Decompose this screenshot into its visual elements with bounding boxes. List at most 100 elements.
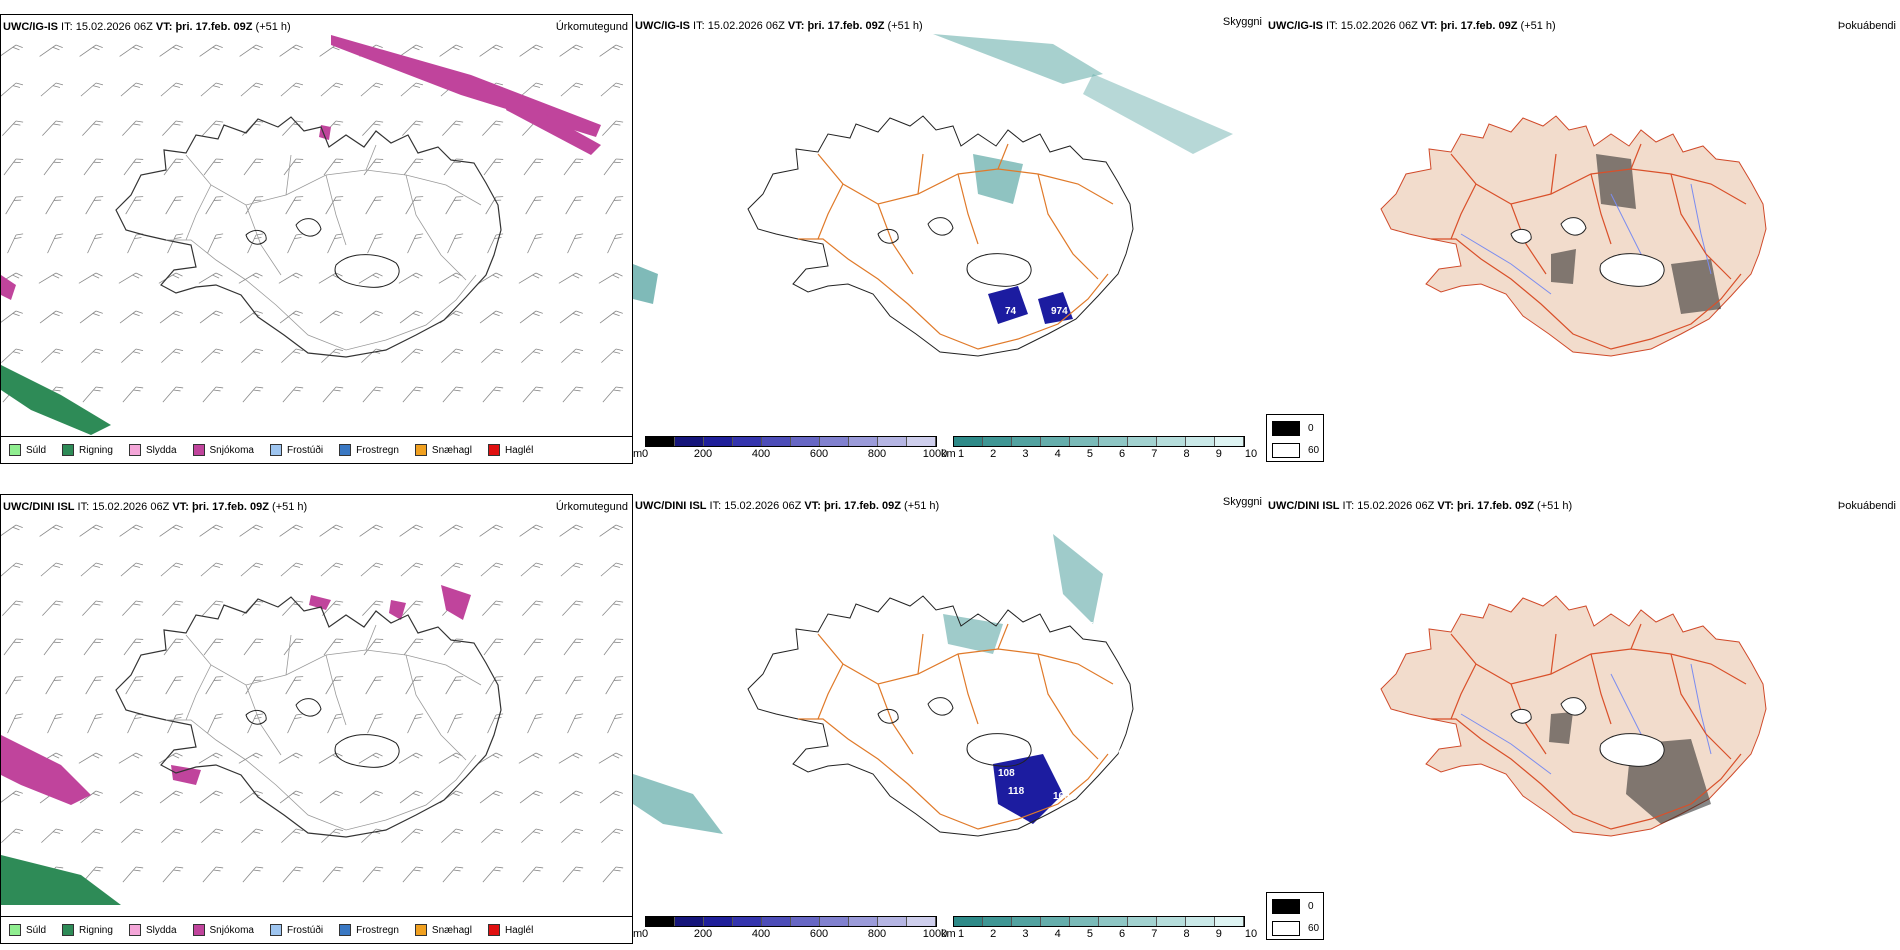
panel-title: UWC/DINI ISL IT: 15.02.2026 06Z VT: þri.… <box>3 501 308 513</box>
wind-barb <box>207 713 224 734</box>
fog-area <box>1549 712 1573 744</box>
colorbar-tick: 4 <box>1054 928 1061 940</box>
road-line <box>325 174 347 246</box>
glacier-outline <box>334 734 400 768</box>
legend-label: Snæhagl <box>431 444 472 456</box>
wind-barb <box>322 600 344 616</box>
wind-barb <box>3 638 24 656</box>
precip-map-2 <box>1 524 624 905</box>
wind-barb <box>483 158 504 176</box>
wind-barb <box>238 272 263 284</box>
wind-barb <box>282 386 304 403</box>
ceiling-label: 169 <box>1053 791 1070 802</box>
product-name: Úrkomutegund <box>555 21 628 33</box>
road-line <box>365 144 377 171</box>
wind-barb <box>281 348 304 363</box>
wind-barb <box>2 120 24 136</box>
visibility-colorbar: km 1 2 3 4 5 6 7 8 9 10 <box>941 916 1257 944</box>
ceiling-label: 815 <box>1088 166 1105 177</box>
fog-key-label: 0 <box>1308 423 1314 434</box>
fog-key-row: 60 <box>1272 443 1319 458</box>
wind-barb <box>358 272 383 284</box>
wind-barb <box>200 82 224 97</box>
colorbar-tick: 10 <box>1244 448 1258 460</box>
wind-barb <box>167 233 184 254</box>
precip-type-panel-2: UWC/DINI ISL IT: 15.02.2026 06Z VT: þri.… <box>0 494 633 944</box>
wind-barb <box>445 196 464 215</box>
road-lines <box>798 623 1114 830</box>
colorbar-cell <box>1099 917 1128 926</box>
wind-barb <box>45 196 64 215</box>
wind-barb <box>442 866 464 883</box>
wind-barb <box>278 752 303 764</box>
colorbar-tick: 7 <box>1151 448 1158 460</box>
glacier-outline <box>1510 228 1532 244</box>
wind-barb <box>602 600 624 616</box>
wind-barb <box>279 310 303 324</box>
wind-barb <box>7 713 24 734</box>
product-name: Skyggni <box>1222 496 1262 508</box>
legend-swatch <box>192 924 205 936</box>
wind-barb <box>239 44 263 57</box>
legend-item: Haglél <box>487 924 533 936</box>
wind-barb <box>47 713 64 734</box>
precip-type-panel-1: UWC/IG-IS IT: 15.02.2026 06Z VT: þri. 17… <box>0 14 633 464</box>
wind-barb <box>243 158 264 176</box>
wind-barb <box>559 310 583 324</box>
glacier-outline <box>295 698 322 717</box>
wind-barb <box>602 866 624 883</box>
colorbar-tick: 1 <box>957 448 965 460</box>
road-lines <box>166 624 482 831</box>
colorbar-tick: 800 <box>867 928 887 940</box>
wind-barb <box>485 676 504 695</box>
legend-item: Snjókoma <box>192 444 254 456</box>
fog-area <box>1551 249 1576 284</box>
colorbar-cell <box>878 917 907 926</box>
colorbar-tick: 6 <box>1119 448 1126 460</box>
road-line <box>877 203 914 275</box>
colorbar-tick: 5 <box>1086 448 1093 460</box>
wind-barb <box>405 196 424 215</box>
colorbar-unit: m <box>633 448 643 460</box>
fog-key-1: 0 60 <box>1266 414 1324 462</box>
snow-area <box>331 35 601 137</box>
wind-barb <box>479 310 503 324</box>
wind-barb <box>202 120 224 136</box>
wind-barb <box>42 600 64 616</box>
legend-label: Snjókoma <box>209 444 254 456</box>
wind-barb <box>242 600 264 616</box>
wind-barb <box>399 44 423 57</box>
wind-barb <box>287 233 304 254</box>
wind-barb <box>442 386 464 403</box>
legend-item: Frostregn <box>339 924 399 936</box>
visibility-colorbar: km 1 2 3 4 5 6 7 8 9 10 <box>941 436 1257 464</box>
wind-barb <box>83 638 104 656</box>
wind-barb <box>518 272 543 284</box>
wind-barb <box>202 386 224 403</box>
colorbar-cells <box>645 916 937 927</box>
wind-barb <box>519 524 543 537</box>
wind-barb <box>202 866 224 883</box>
legend-item: Súld <box>9 444 46 456</box>
wind-barb <box>242 120 264 136</box>
wind-barb <box>480 562 504 577</box>
colorbar-cell <box>878 437 907 446</box>
colorbar-tick: 8 <box>1183 448 1190 460</box>
legend-swatch <box>339 924 352 936</box>
legend-label: Frostregn <box>356 924 399 936</box>
road-lines <box>798 143 1114 350</box>
colorbar-tick: 1000 <box>922 928 948 940</box>
panel-title: UWC/DINI ISL IT: 15.02.2026 06Z VT: þri.… <box>1268 500 1573 512</box>
glacier-outline <box>927 217 954 236</box>
wind-barb <box>279 44 303 57</box>
fog-key-2: 0 60 <box>1266 892 1324 940</box>
wind-barb <box>125 196 144 215</box>
wind-barb <box>562 386 584 403</box>
wind-barb <box>1 524 23 537</box>
legend-swatch <box>62 444 75 456</box>
wind-barb <box>561 828 584 843</box>
road-lines <box>1431 623 1747 830</box>
glacier-outline <box>877 228 899 244</box>
colorbar-cell <box>675 917 704 926</box>
legend-item: Snæhagl <box>414 924 472 936</box>
